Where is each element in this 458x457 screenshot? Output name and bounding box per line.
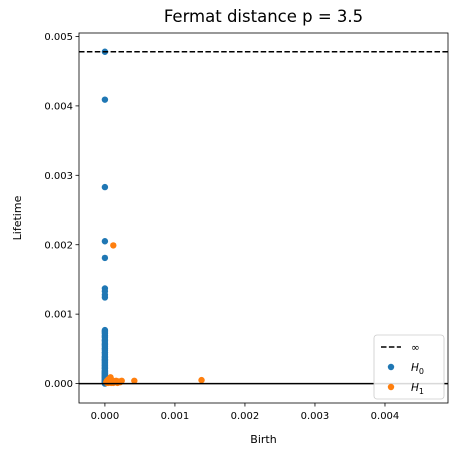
point-h0 [101, 254, 109, 262]
y-tick-label: 0.003 [44, 171, 73, 182]
point-h0 [101, 96, 109, 103]
y-tick-label: 0.002 [44, 240, 73, 251]
legend-box [373, 334, 445, 400]
y-tick-label: 0.004 [44, 101, 73, 112]
point-h0 [101, 369, 109, 377]
chart-title: Fermat distance p = 3.5 [164, 7, 363, 26]
point-h0 [101, 238, 109, 245]
y-axis-label: Lifetime [11, 195, 24, 240]
x-tick-label: 0.000 [91, 411, 120, 422]
x-tick-label: 0.004 [371, 411, 400, 422]
axes: 0.000 0.001 0.002 0.003 0.004 0.000 0.001 0.002… [44, 32, 449, 422]
point-h1 [110, 242, 117, 249]
legend-entry: ∞ [381, 342, 420, 354]
legend-marker-swatch [387, 363, 395, 371]
legend-label: H1 [411, 382, 424, 396]
x-tick-label: 0.003 [301, 411, 330, 422]
legend-entry: H0 [387, 362, 424, 376]
x-tick-label: 0.002 [231, 411, 260, 422]
point-h1 [117, 378, 124, 386]
plot-frame [78, 32, 449, 404]
legend-marker-swatch [387, 383, 395, 391]
y-tick-label: 0.001 [44, 310, 73, 321]
y-tick-label: 0.005 [44, 32, 73, 43]
point-h1 [131, 377, 138, 384]
point-h0 [101, 183, 109, 191]
series-h1 [103, 242, 205, 387]
point-h1 [198, 376, 205, 384]
x-axis-label: Birth [250, 433, 276, 446]
legend-label: ∞ [411, 342, 420, 354]
point-h0 [101, 328, 109, 336]
x-tick-label: 0.001 [161, 411, 190, 422]
legend-label: H0 [411, 362, 424, 376]
data-layer [101, 48, 205, 387]
y-tick-label: 0.000 [44, 379, 73, 390]
legend: ∞ H0 H1 [373, 334, 445, 400]
legend-entry: H1 [387, 382, 424, 396]
point-h0 [101, 294, 109, 301]
